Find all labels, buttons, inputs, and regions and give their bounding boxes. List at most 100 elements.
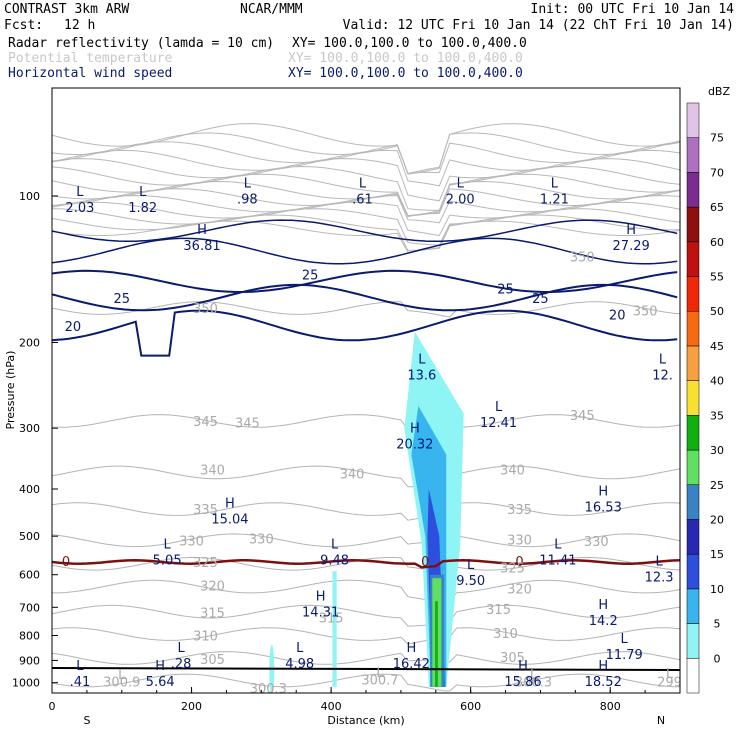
wind-extremum-type: L <box>296 641 304 656</box>
colorbar-label: 5 <box>714 618 721 631</box>
wind-extremum-type: L <box>621 632 629 647</box>
colorbar-unit: dBZ <box>708 85 731 98</box>
x-tick-label: 600 <box>460 700 481 713</box>
colorbar-swatch <box>686 206 700 243</box>
wind-extremum-type: L <box>139 185 147 200</box>
field-xy-reflectivity: XY= 100.0,100.0 to 100.0,400.0 <box>292 36 527 51</box>
wind-contour-label: 25 <box>114 292 131 307</box>
theta-label: 320 <box>200 580 225 595</box>
wind-contour-label: 20 <box>65 320 82 335</box>
theta-label: 315 <box>486 603 511 618</box>
theta-label: 340 <box>340 468 365 483</box>
colorbar-label: 40 <box>710 375 724 388</box>
theta-label: 335 <box>193 503 218 518</box>
wind-extremum-value: 12.41 <box>480 416 517 431</box>
colorbar-swatch <box>686 276 700 312</box>
wind-extremum-type: L <box>418 352 426 367</box>
wind-extremum-value: 15.86 <box>504 675 541 690</box>
theta-label: 330 <box>584 535 609 550</box>
wind-extremum-value: 14.31 <box>302 605 339 620</box>
theta-label: 330 <box>179 534 204 549</box>
wind-extremum-value: .61 <box>352 193 373 208</box>
refl-thin-column <box>332 571 337 687</box>
wind-contour-label: 25 <box>302 269 319 284</box>
theta-label: 300.7 <box>361 673 398 688</box>
wind-extremum-type: H <box>197 223 207 238</box>
strato-theta-line <box>52 201 680 237</box>
y-tick-label: 800 <box>19 630 40 643</box>
wind-extremum-value: 1.21 <box>540 193 569 208</box>
theta-label: 320 <box>507 582 532 597</box>
colorbar-swatch <box>686 172 700 208</box>
colorbar-swatch <box>686 519 700 555</box>
freezing-label: 0 <box>62 555 70 570</box>
wind-extremum-value: 9.48 <box>320 553 349 568</box>
wind-extremum-type: L <box>76 659 84 674</box>
y-tick-label: 300 <box>19 422 40 435</box>
wind-extremum-value: 13.6 <box>407 368 436 383</box>
fcst-value: 12 h <box>64 18 95 33</box>
x-axis-left-end: S <box>84 714 91 727</box>
org-label: NCAR/MMM <box>240 2 303 17</box>
strato-theta-line <box>52 158 680 202</box>
theta-label: 315 <box>319 612 344 627</box>
wind-contour-label: 25 <box>497 283 514 298</box>
theta-label: 340 <box>500 464 525 479</box>
colorbar-swatch <box>686 658 700 694</box>
wind-extremum-value: 11.41 <box>539 553 576 568</box>
wind-extremum-value: .98 <box>237 193 258 208</box>
colorbar-swatch <box>686 415 700 451</box>
colorbar-label: 0 <box>714 652 721 665</box>
strato-theta-line <box>52 220 680 253</box>
theta-label: 310 <box>493 627 518 642</box>
strato-theta-line <box>52 132 680 175</box>
ground-line <box>52 667 680 671</box>
theta-line <box>52 502 680 521</box>
wind-extremum-value: 18.52 <box>585 675 622 690</box>
theta-label: 345 <box>570 409 595 424</box>
y-tick-label: 1000 <box>12 677 40 690</box>
wind-extremum-type: L <box>244 177 252 192</box>
theta-label: 315 <box>200 607 225 622</box>
colorbar-swatch <box>686 623 700 659</box>
colorbar-label: 30 <box>710 444 724 457</box>
y-axis-label: Pressure (hPa) <box>4 351 17 430</box>
colorbar-label: 35 <box>710 409 724 422</box>
colorbar-swatch <box>686 241 700 277</box>
colorbar-label: 50 <box>710 305 724 318</box>
theta-line <box>52 673 680 692</box>
valid-time: Valid: 12 UTC Fri 10 Jan 14 (22 ChT Fri … <box>343 18 734 33</box>
wind-contour-label: 25 <box>532 292 549 307</box>
colorbar-swatch <box>686 553 700 590</box>
axes: 0 200 400 600 800100200300400500600700800900… <box>12 190 646 713</box>
wind-extremum-type: L <box>554 537 562 552</box>
field-xy-wind: XY= 100.0,100.0 to 100.0,400.0 <box>288 66 523 81</box>
freezing-level-line <box>52 559 680 569</box>
x-tick-label: 200 <box>181 700 202 713</box>
wind-extremum-value: 5.64 <box>146 675 175 690</box>
freezing-label: 0 <box>421 555 429 570</box>
theta-line <box>52 533 680 548</box>
y-tick-label: 200 <box>19 336 40 349</box>
colorbar-swatch <box>686 380 700 416</box>
theta-label: 350 <box>193 302 218 317</box>
wind-extremum-value: 12.3 <box>645 570 674 585</box>
theta-line <box>52 579 680 602</box>
wind-extremum-type: L <box>495 400 503 415</box>
field-name-reflectivity: Radar reflectivity (lamda = 10 cm) <box>8 36 274 51</box>
colorbar-swatch <box>686 102 700 138</box>
colorbar-swatch <box>686 588 700 624</box>
theta-label: 330 <box>249 532 274 547</box>
wind-extremum-type: L <box>331 537 339 552</box>
field-name-wind: Horizontal wind speed <box>8 66 172 81</box>
colorbar-label: 25 <box>710 479 724 492</box>
colorbar-label: 70 <box>710 166 724 179</box>
wind-extremum-type: H <box>410 421 420 436</box>
theta-line <box>52 414 680 436</box>
colorbar-label: 10 <box>710 583 724 596</box>
wind-contour <box>52 219 678 243</box>
wind-extremum-type: H <box>406 641 416 656</box>
colorbar-swatch <box>686 345 700 381</box>
x-axis-label: Distance (km) <box>327 714 404 727</box>
wind-contour-lines <box>52 219 678 357</box>
